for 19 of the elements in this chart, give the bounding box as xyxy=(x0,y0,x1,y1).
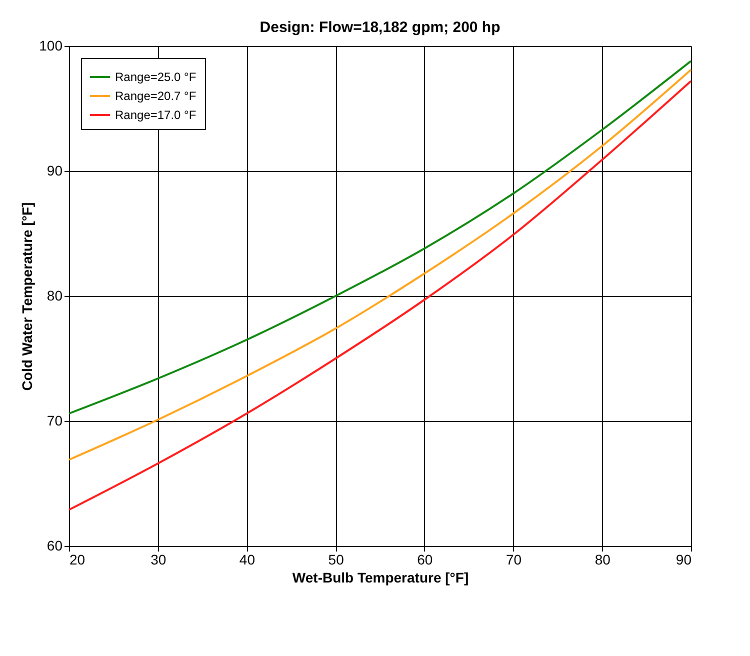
x-axis-title: Wet-Bulb Temperature [°F] xyxy=(292,570,469,586)
y-tick-label: 90 xyxy=(46,162,63,178)
x-tick-label: 80 xyxy=(594,552,611,568)
x-tick-label: 40 xyxy=(239,552,256,568)
x-tick-label: 70 xyxy=(506,552,522,568)
y-tick-label: 80 xyxy=(46,288,63,304)
legend-label: Range=17.0 °F xyxy=(115,108,196,122)
y-tick-label: 70 xyxy=(46,412,63,428)
y-axis-title: Cold Water Temperature [°F] xyxy=(19,202,36,391)
x-tick-label: 20 xyxy=(70,552,86,568)
y-tick-label: 60 xyxy=(46,538,63,554)
chart-title: Design: Flow=18,182 gpm; 200 hp xyxy=(260,19,500,36)
x-tick-label: 30 xyxy=(150,552,166,568)
x-tick-label: 60 xyxy=(417,552,433,568)
legend-label: Range=25.0 °F xyxy=(115,70,196,84)
x-tick-label: 50 xyxy=(328,552,344,568)
x-tick-label: 90 xyxy=(676,552,692,568)
legend-label: Range=20.7 °F xyxy=(115,89,196,103)
y-tick-label: 100 xyxy=(39,38,63,54)
